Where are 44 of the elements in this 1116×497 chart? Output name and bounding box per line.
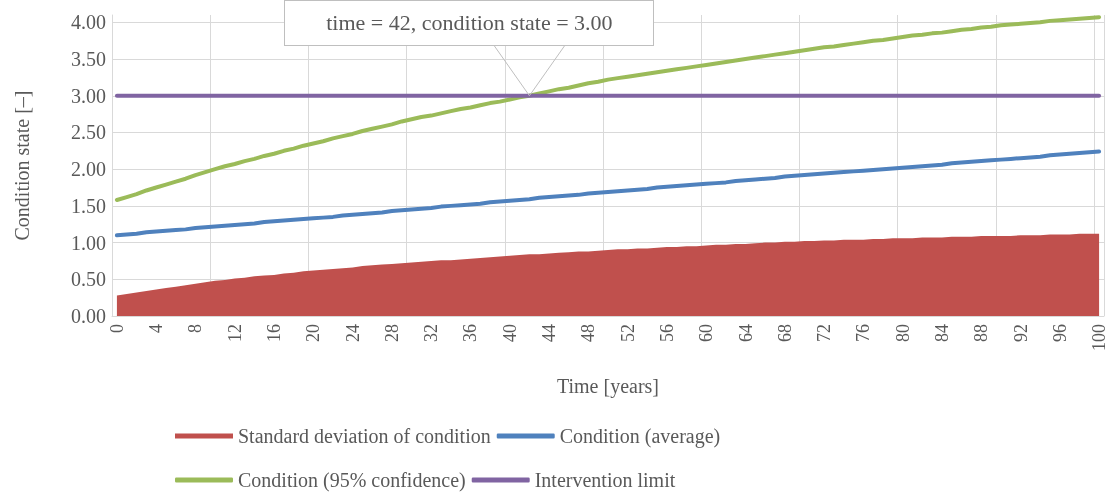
x-tick-label: 68 — [774, 324, 795, 342]
x-tick-label: 4 — [146, 324, 167, 333]
x-tick-label: 92 — [1010, 324, 1031, 342]
y-tick-label: 3.00 — [71, 84, 106, 107]
x-tick-label: 80 — [892, 324, 913, 342]
legend-label: Condition (95% confidence) — [238, 469, 466, 492]
x-tick-label: 32 — [421, 324, 442, 342]
y-tick-label: 2.00 — [71, 158, 106, 181]
line-series — [114, 149, 1102, 238]
x-tick-label: 0 — [106, 324, 127, 333]
x-tick-label: 40 — [499, 324, 520, 342]
legend-label: Standard deviation of condition — [238, 425, 491, 447]
y-tick-label: 0.50 — [71, 268, 106, 291]
x-tick-label: 8 — [185, 324, 206, 333]
x-tick-label: 44 — [539, 324, 560, 342]
y-tick-label: 1.50 — [71, 194, 106, 217]
x-tick-label: 100 — [1089, 324, 1110, 351]
callout-box: time = 42, condition state = 3.00 — [284, 0, 655, 46]
x-tick-label: 60 — [696, 324, 717, 342]
y-tick-label: 2.50 — [71, 121, 106, 144]
x-tick-label: 76 — [853, 324, 874, 342]
x-tick-label: 24 — [342, 324, 363, 342]
legend-label: Intervention limit — [534, 469, 676, 491]
line-series — [114, 15, 1102, 202]
x-tick-label: 12 — [224, 324, 245, 342]
x-tick-label: 48 — [578, 324, 599, 342]
x-tick-label: 20 — [303, 324, 324, 342]
y-tick-label: 4.00 — [71, 11, 106, 34]
x-tick-label: 84 — [931, 324, 952, 342]
x-tick-label: 88 — [971, 324, 992, 342]
x-tick-label: 52 — [617, 324, 638, 342]
x-tick-label: 56 — [656, 324, 677, 342]
x-tick-label: 96 — [1049, 324, 1070, 342]
x-tick-label: 16 — [264, 324, 285, 342]
y-tick-label: 1.00 — [71, 231, 106, 254]
y-tick-label: 3.50 — [71, 48, 106, 71]
x-tick-label: 72 — [814, 324, 835, 342]
x-tick-label: 64 — [735, 324, 756, 342]
y-tick-label: 0.00 — [71, 305, 106, 327]
x-axis-title: Time [years] — [556, 375, 660, 398]
y-axis-title: Condition state [–] — [11, 90, 33, 241]
legend-label: Condition (average) — [559, 425, 721, 448]
x-tick-label: 36 — [460, 324, 481, 342]
x-tick-label: 28 — [381, 324, 402, 342]
